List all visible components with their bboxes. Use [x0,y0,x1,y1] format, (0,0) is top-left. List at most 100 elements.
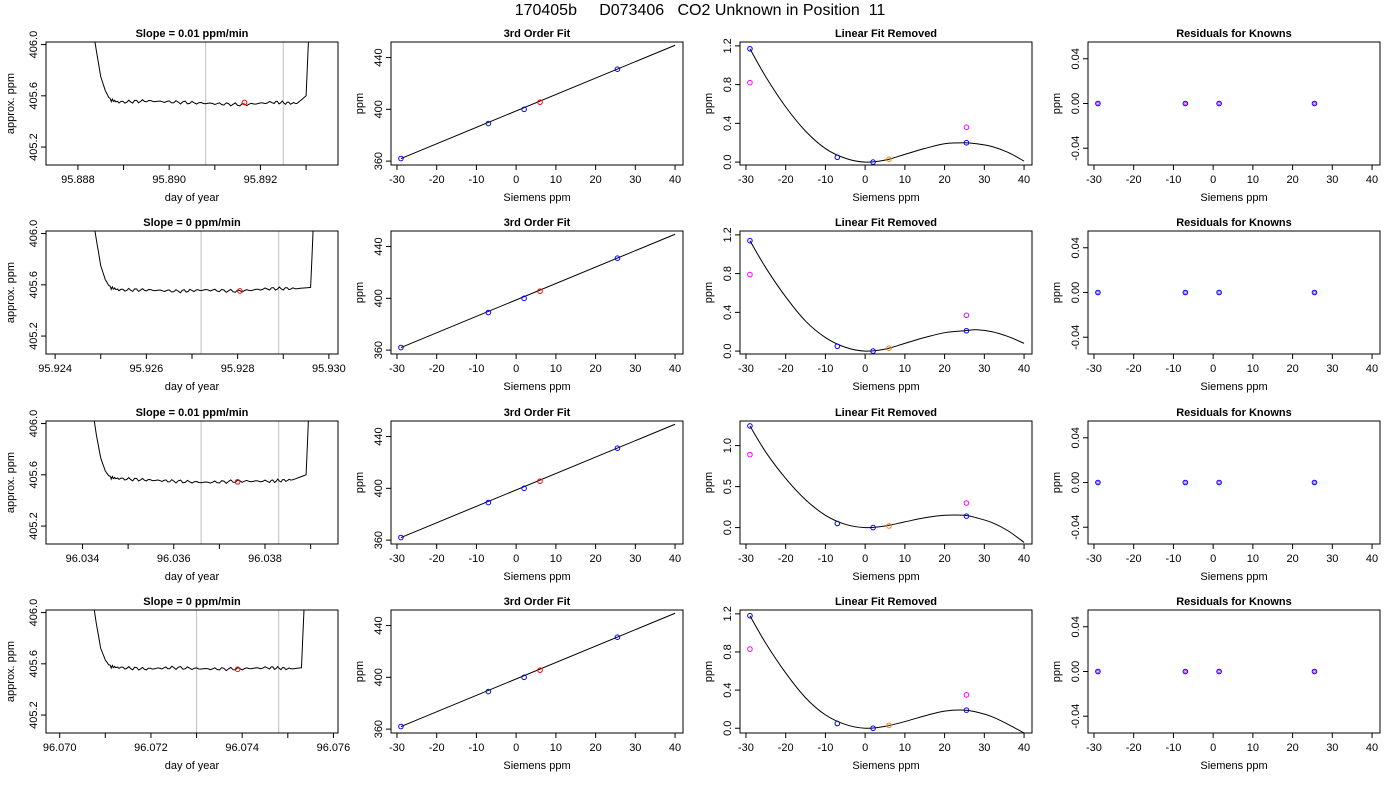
residual-point [1095,100,1101,107]
linfit-frame [739,420,1033,545]
known-standard-point [747,237,753,244]
y-tick-label: 1.0 [722,438,734,453]
y-tick-label: 405.2 [28,322,40,350]
y-tick-label: 440 [373,48,385,66]
x-tick-label: 0 [513,363,519,375]
known-standard-point [834,520,841,527]
resid-x-axis-label: Siemens ppm [1200,760,1267,772]
y-tick-label: 406.0 [28,410,40,438]
x-tick-label: 20 [938,742,950,754]
x-tick-label: 95.926 [130,363,164,375]
residual-curve [749,615,1025,733]
x-tick-label: 0 [862,174,868,186]
x-tick-label: -30 [1086,174,1102,186]
known-standard-point [398,155,404,162]
known-standard-point [963,513,970,519]
x-tick-label: 30 [1326,742,1338,754]
residual-point [1216,668,1222,675]
x-tick-label: 95.930 [312,363,346,375]
x-tick-label: 40 [1366,174,1378,186]
x-tick-label: -20 [429,174,445,186]
y-tick-label: 0.5 [722,479,734,494]
x-tick-label: -30 [1086,363,1102,375]
known-standard-point [485,688,492,695]
x-tick-label: 96.070 [43,742,77,754]
reference-point [747,271,753,278]
timeseries-y-axis-label: approx. ppm [5,262,17,323]
x-tick-label: 96.076 [317,742,351,754]
x-tick-label: 20 [589,174,601,186]
x-tick-label: 40 [669,174,681,186]
fit-title: 3rd Order Fit [504,217,571,229]
y-tick-label: 0.04 [1070,237,1082,258]
residual-point-overlay [1183,669,1187,673]
timeseries-x-axis-label: day of year [165,760,220,772]
x-tick-label: -10 [817,553,833,565]
residual-point [1095,479,1101,486]
residual-point-overlay [1312,669,1316,673]
y-tick-label: 0.4 [722,305,734,320]
residual-point-overlay [1217,669,1221,673]
x-tick-label: 30 [1326,363,1338,375]
mean-marker-point [241,99,248,106]
timeseries-y-axis-label: approx. ppm [5,641,17,702]
x-tick-label: 30 [978,553,990,565]
timeseries-title: Slope = 0.01 ppm/min [136,28,249,40]
x-tick-label: 0 [513,553,519,565]
timeseries-frame [45,420,339,545]
resid-x-axis-label: Siemens ppm [1200,192,1267,204]
x-tick-label: -30 [738,363,754,375]
timeseries-title: Slope = 0 ppm/min [143,217,241,229]
x-tick-label: 96.036 [157,553,191,565]
residual-point [1216,100,1222,107]
x-tick-label: 20 [1286,553,1298,565]
y-tick-label: 360 [373,152,385,170]
x-tick-label: -10 [468,174,484,186]
resid-title: Residuals for Knowns [1176,407,1292,419]
y-tick-label: 0.4 [722,116,734,131]
reference-point [747,646,753,652]
x-tick-label: 10 [550,553,562,565]
x-tick-label: 10 [899,742,911,754]
known-standard-point [870,348,876,354]
y-tick-label: 0.0 [722,343,734,358]
x-tick-label: 20 [938,363,950,375]
fit-frame [390,609,684,734]
y-tick-label: 0.00 [1070,282,1082,303]
y-tick-label: 440 [373,237,385,255]
unknown-sample-point [886,523,892,529]
x-tick-label: -30 [389,742,405,754]
x-tick-label: 10 [1247,742,1259,754]
linfit-x-axis-label: Siemens ppm [852,381,919,393]
x-tick-label: 40 [1018,553,1030,565]
y-tick-label: 440 [373,616,385,634]
unknown-sample-point [886,722,892,729]
known-standard-point [747,423,753,429]
residual-point-overlay [1312,290,1316,294]
resid-y-axis-label: ppm [1051,282,1063,303]
x-tick-label: -30 [738,553,754,565]
x-tick-label: -10 [468,553,484,565]
resid-title: Residuals for Knowns [1176,217,1292,229]
y-tick-label: 0.04 [1070,48,1082,69]
resid-frame [1087,420,1381,545]
timeseries-y-axis-label: approx. ppm [5,73,17,134]
x-tick-label: 96.072 [134,742,168,754]
x-tick-label: 0 [862,363,868,375]
timeseries-title: Slope = 0 ppm/min [143,596,241,608]
reference-point [747,79,753,86]
resid-y-axis-label: ppm [1051,472,1063,493]
x-tick-label: -10 [1165,553,1181,565]
x-tick-label: 0 [1210,174,1216,186]
x-tick-label: 20 [589,363,601,375]
residual-point [1182,479,1189,486]
x-tick-label: 20 [938,174,950,186]
y-tick-label: 405.2 [28,701,40,729]
linfit-x-axis-label: Siemens ppm [852,571,919,583]
residual-point-overlay [1096,480,1100,484]
x-tick-label: 40 [669,742,681,754]
unknown-sample-point [886,345,892,351]
x-tick-label: 95.928 [221,363,255,375]
linfit-y-axis-label: ppm [703,282,715,303]
x-tick-label: 30 [629,363,641,375]
